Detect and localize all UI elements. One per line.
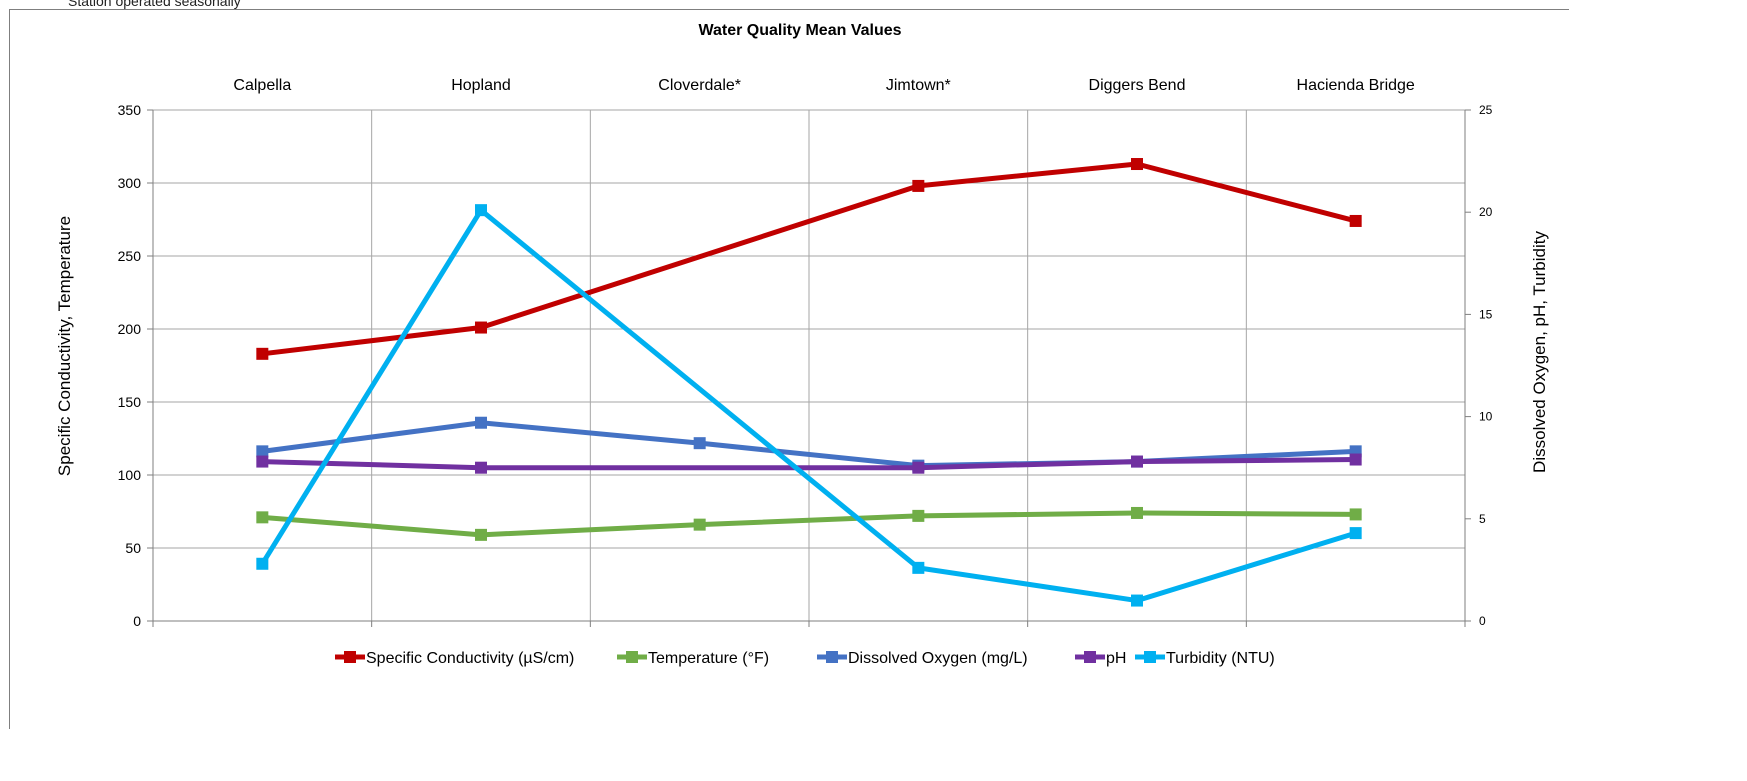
series-lines (256, 158, 1362, 607)
legend-swatch-marker (626, 651, 638, 663)
legend-label: Turbidity (NTU) (1166, 650, 1275, 667)
data-point (475, 321, 487, 334)
gridlines (153, 109, 1465, 621)
data-point (1131, 506, 1143, 519)
data-point (912, 461, 925, 474)
legend-label: Specific Conductivity (µS/cm) (366, 650, 574, 667)
legend-swatch-marker (344, 651, 356, 663)
series-1 (256, 506, 1362, 541)
y-right-tick-label: 20 (1479, 205, 1493, 219)
data-point (1349, 527, 1362, 540)
y-right-tick-label: 5 (1479, 512, 1486, 526)
y-axis-left-label: Specific Conductivity, Temperature (55, 216, 74, 476)
category-label: Cloverdale* (658, 77, 741, 94)
legend-item: Temperature (°F) (617, 650, 769, 667)
y-right-tick-label: 0 (1479, 614, 1486, 628)
data-point (256, 445, 269, 458)
y-left-tick-label: 300 (118, 175, 142, 191)
legend-item: Specific Conductivity (µS/cm) (335, 650, 574, 667)
legend-swatch-marker (826, 651, 838, 663)
data-point (1349, 453, 1362, 466)
series-3 (256, 453, 1362, 474)
data-point (1131, 455, 1143, 468)
data-point (256, 511, 269, 524)
y-left-tick-label: 150 (118, 394, 142, 410)
category-label: Diggers Bend (1089, 77, 1186, 94)
legend-label: pH (1106, 650, 1126, 667)
data-point (912, 561, 925, 574)
y-left-tick-label: 100 (118, 467, 142, 483)
series-0 (256, 158, 1362, 360)
data-point (912, 179, 925, 192)
data-point (1349, 508, 1362, 521)
axes: 0 50 100 150 200 250 300 350 0 5 10 15 20 25 Calpella H… (118, 77, 1493, 629)
y-right-tick-label: 15 (1479, 307, 1493, 321)
category-label: Calpella (233, 77, 291, 94)
data-point (1131, 594, 1143, 607)
station-note: Station operated seasonally (68, 0, 241, 9)
legend-label: Temperature (°F) (648, 650, 769, 667)
y-left-tick-label: 350 (118, 102, 142, 118)
data-point (693, 518, 706, 531)
data-point (693, 437, 706, 450)
chart-frame (9, 9, 1569, 729)
legend-swatch-marker (1084, 651, 1096, 663)
legend-item: pH (1075, 650, 1126, 667)
legend-item: Dissolved Oxygen (mg/L) (817, 650, 1028, 667)
category-label: Jimtown* (886, 77, 951, 94)
y-right-tick-label: 25 (1479, 103, 1493, 117)
data-point (475, 416, 487, 429)
data-point (256, 347, 269, 360)
legend-swatch-marker (1144, 651, 1156, 663)
category-label: Hacienda Bridge (1297, 77, 1415, 94)
y-left-tick-label: 50 (125, 540, 141, 556)
y-left-tick-label: 200 (118, 321, 142, 337)
data-point (475, 528, 487, 541)
data-point (1349, 214, 1362, 227)
y-axis-right-label: Dissolved Oxygen, pH, Turbidity (1530, 231, 1549, 473)
legend: Specific Conductivity (µS/cm) Temperature… (335, 650, 1275, 667)
series-4 (256, 204, 1362, 607)
series-line (262, 510, 1356, 538)
data-point (475, 461, 487, 474)
data-point (1131, 158, 1143, 171)
y-left-tick-label: 250 (118, 248, 142, 264)
y-left-tick-label: 0 (133, 613, 141, 629)
chart-title: Water Quality Mean Values (698, 22, 901, 39)
data-point (256, 455, 269, 468)
legend-label: Dissolved Oxygen (mg/L) (848, 650, 1028, 667)
legend-item: Turbidity (NTU) (1135, 650, 1275, 667)
data-point (475, 204, 487, 217)
data-point (256, 557, 269, 570)
data-point (912, 509, 925, 522)
category-label: Hopland (451, 77, 511, 94)
y-right-tick-label: 10 (1479, 410, 1493, 424)
